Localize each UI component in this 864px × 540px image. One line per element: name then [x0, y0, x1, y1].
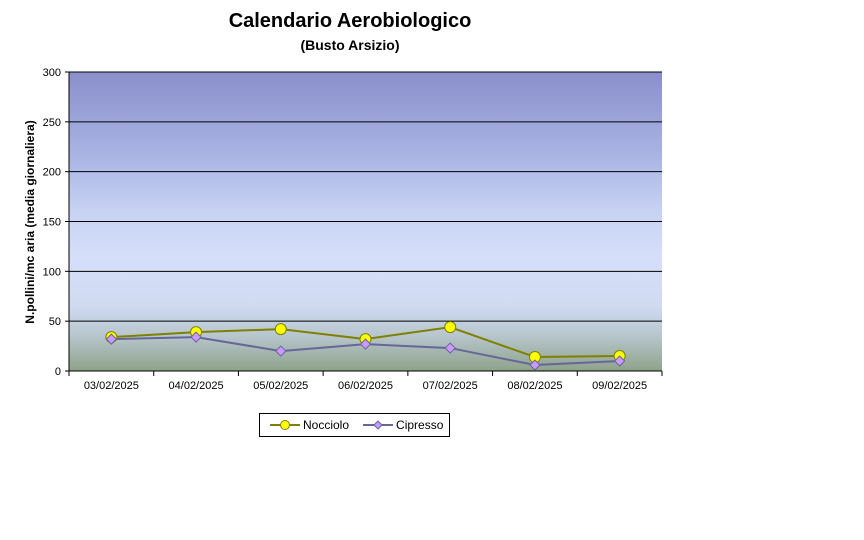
legend: Nocciolo Cipresso: [259, 413, 450, 437]
legend-label-cipresso: Cipresso: [396, 418, 444, 432]
y-tick-label: 150: [43, 217, 61, 229]
x-tick-label: 04/02/2025: [169, 380, 224, 392]
y-tick-label: 100: [43, 266, 61, 278]
legend-marker-cipresso: [363, 420, 394, 430]
chart-title: Calendario Aerobiologico: [228, 10, 472, 32]
y-tick-label: 300: [43, 67, 61, 79]
data-point-cipresso: [359, 338, 372, 350]
legend-label-nocciolo: Nocciolo: [303, 418, 350, 432]
legend-item-cipresso: Cipresso: [363, 418, 443, 432]
data-point-nocciolo: [444, 321, 457, 334]
x-tick-label: 05/02/2025: [253, 380, 308, 392]
data-point-nocciolo: [274, 323, 287, 336]
data-point-cipresso: [444, 342, 456, 354]
x-tick-label: 07/02/2025: [423, 380, 478, 392]
chart-subtitle: (Busto Arsizio): [300, 37, 400, 53]
x-tick-label: 09/02/2025: [592, 380, 647, 392]
legend-marker-nocciolo: [270, 420, 300, 430]
legend-item-nocciolo: Nocciolo: [270, 418, 349, 432]
y-tick-label: 50: [49, 316, 61, 328]
data-point-cipresso: [529, 359, 541, 371]
data-point-cipresso: [105, 333, 118, 345]
data-point-cipresso: [275, 345, 287, 357]
data-point-cipresso: [613, 355, 626, 367]
y-tick-label: 0: [55, 366, 61, 378]
data-point-cipresso: [190, 331, 202, 343]
x-tick-label: 08/02/2025: [507, 380, 562, 392]
y-tick-label: 250: [43, 117, 61, 129]
x-tick-label: 06/02/2025: [338, 380, 393, 392]
y-tick-label: 200: [43, 167, 61, 179]
x-tick-label: 03/02/2025: [84, 380, 139, 392]
